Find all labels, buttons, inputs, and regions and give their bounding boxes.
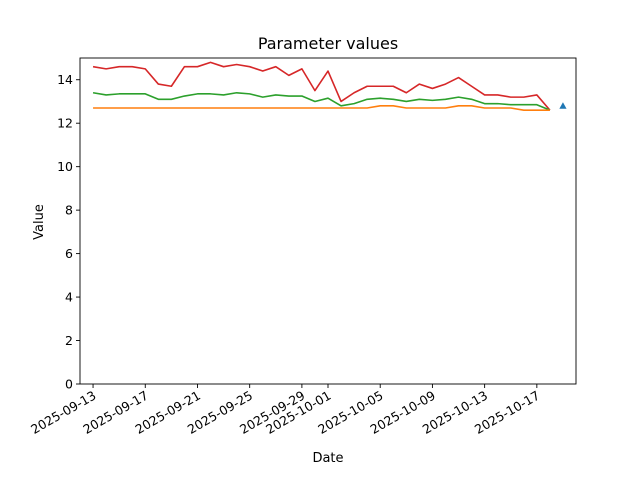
y-tick-label: 0 [65, 377, 73, 392]
y-tick-label: 10 [57, 159, 73, 174]
y-tick-label: 2 [65, 333, 73, 348]
y-axis-label: Value [32, 204, 47, 240]
y-tick-label: 8 [65, 203, 73, 218]
y-tick-label: 14 [57, 72, 73, 87]
series-line-1 [92, 61, 551, 111]
y-tick-label: 4 [65, 290, 73, 305]
chart-title: Parameter values [258, 34, 398, 53]
data-marker [559, 102, 567, 109]
series-line-3 [93, 105, 550, 111]
plot-background [80, 58, 576, 384]
y-tick-label: 12 [57, 116, 73, 131]
series-group [92, 61, 567, 111]
x-axis-label: Date [312, 451, 343, 466]
series-line-2 [92, 91, 551, 111]
plot-area [80, 58, 576, 384]
y-tick-label: 6 [65, 246, 73, 261]
